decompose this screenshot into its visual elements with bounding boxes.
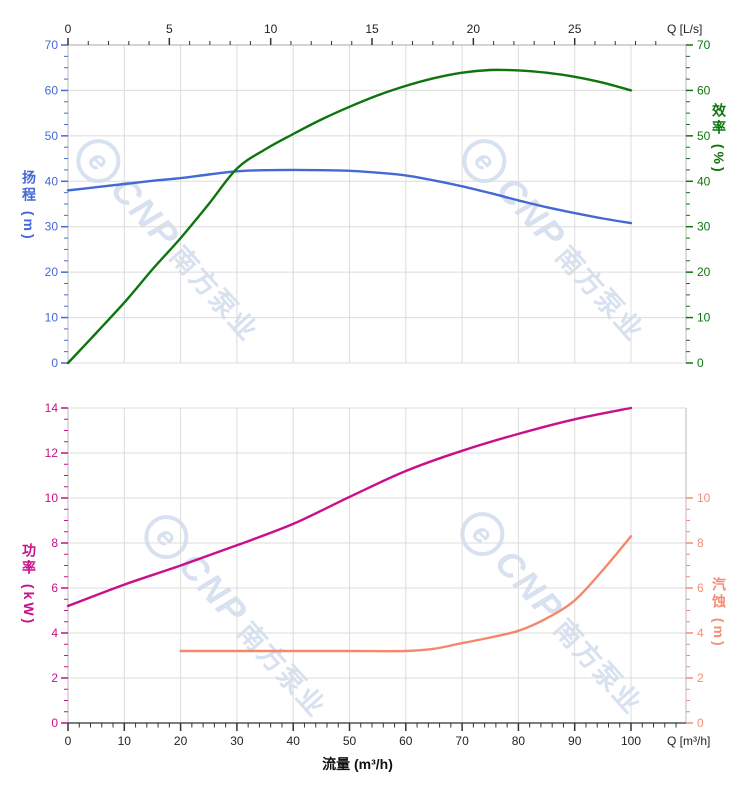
tick-label: 30 [45,220,59,234]
curve-efficiency [66,68,633,365]
tick-label: 14 [45,401,59,415]
curve-power [66,406,633,608]
curve-head [66,168,633,225]
tick-label: 12 [45,446,59,460]
tick-label: 50 [343,734,357,748]
head-axis-title: 扬程 (m) [21,170,37,242]
tick-label: 50 [697,129,711,143]
tick-label: 10 [697,491,711,505]
panel-head-efficiency: 0 10 20 30 40 50 60 70 0 10 20 30 40 50 60 70 [45,38,711,370]
tick-label: 70 [697,38,711,52]
tick-label: 50 [45,129,59,143]
tick-label: 8 [697,536,704,550]
tick-label: 10 [45,311,59,325]
tick-label: 70 [45,38,59,52]
tick-label: 20 [174,734,188,748]
tick-label: 2 [51,671,58,685]
tick-label: 0 [51,716,58,730]
tick-label: 10 [697,311,711,325]
tick-label: 8 [51,536,58,550]
tick-label: 6 [51,581,58,595]
tick-label: 90 [568,734,582,748]
x-axis-title: 流量 (m³/h) [322,756,393,772]
tick-label: Q [m³/h] [667,734,710,748]
tick-label: 40 [287,734,301,748]
tick-label: 20 [45,265,59,279]
tick-label: 80 [512,734,526,748]
efficiency-axis-title: 效率 (%) [711,103,727,175]
tick-label: 40 [45,174,59,188]
tick-label: 20 [467,22,481,36]
panel-power-npsh: 0 2 4 6 8 10 12 14 0 2 4 6 8 10 [45,401,711,730]
tick-label: Q [L/s] [667,22,702,36]
tick-label: 5 [166,22,173,36]
top-x-axis: 0 5 10 15 20 25 Q [L/s] [65,22,702,46]
tick-label: 2 [697,671,704,685]
tick-label: 20 [697,265,711,279]
tick-label: 6 [697,581,704,595]
tick-label: 10 [45,491,59,505]
tick-label: 25 [568,22,582,36]
tick-label: 60 [45,83,59,97]
tick-label: 30 [230,734,244,748]
bottom-x-axis: 0 10 20 30 40 50 60 70 80 90 100 Q [m³/h] [65,722,710,748]
tick-label: 0 [697,716,704,730]
tick-label: 100 [621,734,641,748]
tick-label: 0 [65,22,72,36]
tick-label: 15 [365,22,379,36]
tick-label: 4 [51,626,58,640]
tick-label: 70 [455,734,469,748]
tick-label: 30 [697,220,711,234]
power-axis-title: 功率 (kW) [21,543,37,627]
tick-label: 60 [399,734,413,748]
tick-label: 60 [697,83,711,97]
tick-label: 0 [697,356,704,370]
tick-label: 40 [697,174,711,188]
tick-label: 4 [697,626,704,640]
tick-label: 0 [51,356,58,370]
curve-npsh [179,535,633,653]
npsh-axis-title: 汽蚀 (m) [711,577,727,649]
tick-label: 10 [118,734,132,748]
tick-label: 0 [65,734,72,748]
tick-label: 10 [264,22,278,36]
